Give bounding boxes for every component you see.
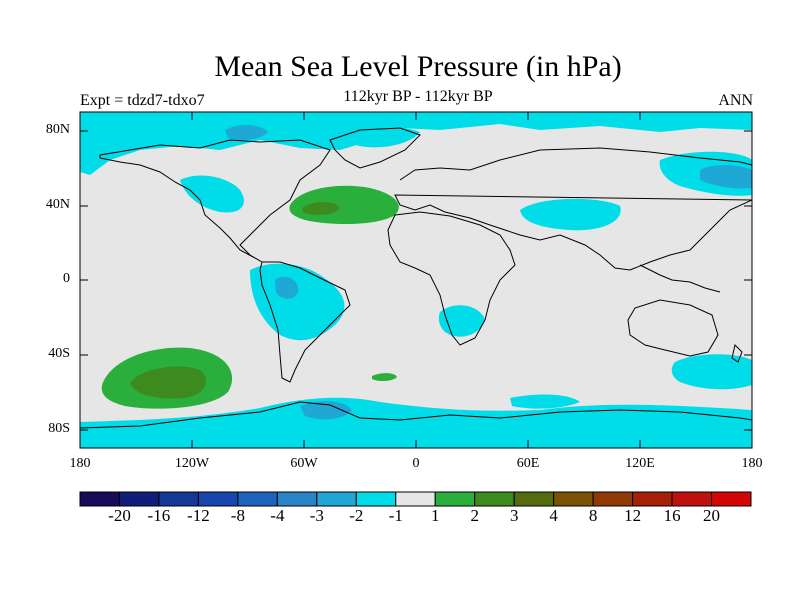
lon-tick-label: 60W (290, 456, 318, 471)
colorbar-swatch (237, 491, 278, 507)
colorbar-label: -8 (230, 506, 245, 525)
lon-tick-label: 180 (69, 456, 91, 471)
colorbar-label: 16 (663, 506, 681, 525)
indonesia-coast (639, 264, 721, 293)
new-zealand-coast (731, 344, 743, 363)
indian-southern-negative (510, 394, 580, 409)
pressure-anomaly-field (80, 112, 752, 448)
colorbar-swatch (671, 491, 713, 507)
lat-tick-label: 40S (48, 346, 70, 361)
north-america-negative-region (180, 175, 244, 213)
colorbar-label: 20 (703, 506, 720, 525)
colorbar-swatch (711, 491, 752, 507)
lon-tick-label: 60E (516, 456, 540, 471)
greenland-coast (329, 127, 421, 169)
colorbar-swatch (276, 491, 318, 507)
greenland-negative-region (320, 124, 420, 148)
map-title: Mean Sea Level Pressure (in hPa) (214, 50, 622, 83)
lat-tick-label: 0 (63, 271, 70, 286)
colorbar-swatch (79, 491, 120, 507)
season-label: ANN (718, 92, 753, 109)
colorbar-swatch (158, 491, 199, 507)
lat-tick-label: 80S (48, 421, 70, 436)
weddell-deep-negative (300, 401, 352, 420)
coastlines (80, 127, 752, 429)
colorbar-swatch (118, 491, 160, 507)
colorbar-label: 2 (470, 506, 479, 525)
eurasia-coast (394, 147, 752, 271)
south-pacific-strong-positive (130, 366, 206, 399)
colorbar-swatch (197, 491, 239, 507)
north-america-coast (99, 139, 331, 263)
colorbar-swatch (553, 491, 594, 507)
colorbar-label: 12 (624, 506, 642, 525)
tasman-negative-region (671, 354, 752, 390)
east-asia-deep-negative (700, 165, 752, 189)
africa-coast (387, 211, 516, 346)
colorbar-label: 4 (549, 506, 558, 525)
period-label: 112kyr BP - 112kyr BP (343, 88, 493, 105)
lon-tick-label: 0 (412, 456, 420, 471)
colorbar-swatch (632, 491, 673, 507)
lon-tick-label: 180 (741, 456, 763, 471)
lon-tick-label: 120W (174, 456, 210, 471)
colorbar-label: -3 (309, 506, 324, 525)
south-america-negative-region (250, 263, 345, 341)
antarctica-coast (80, 401, 752, 429)
australia-coast (627, 299, 719, 357)
south-america-coast (259, 261, 351, 383)
axis-ticks (80, 112, 752, 448)
colorbar-label: 1 (430, 506, 440, 525)
colorbar-label: 8 (588, 506, 598, 525)
experiment-label: Expt = tdzd7-tdxo7 (80, 92, 205, 109)
colorbar-swatch (434, 491, 476, 507)
colorbar-label: -1 (388, 506, 403, 525)
lon-tick-label: 120E (625, 456, 655, 471)
colorbar-label: -4 (270, 506, 285, 525)
colorbar-label: -16 (147, 506, 171, 525)
arctic-deep-negative (225, 124, 268, 140)
north-atlantic-strong-positive (302, 202, 340, 215)
south-atlantic-positive (372, 373, 397, 382)
colorbar-label: -12 (187, 506, 210, 525)
colorbar-swatch (474, 491, 515, 507)
colorbar (79, 491, 752, 507)
south-america-deep-negative (275, 276, 299, 299)
colorbar-swatch (395, 491, 436, 507)
central-asia-negative-region (520, 198, 621, 231)
antarctic-negative-region (80, 397, 752, 448)
colorbar-swatch (355, 491, 397, 507)
africa-negative-region (438, 305, 485, 337)
colorbar-swatch (513, 491, 555, 507)
colorbar-swatch (592, 491, 634, 507)
colorbar-swatch (316, 491, 357, 507)
lat-tick-label: 80N (45, 122, 70, 137)
colorbar-label: 3 (509, 506, 519, 525)
colorbar-label: -20 (108, 506, 131, 525)
colorbar-label: -2 (349, 506, 364, 525)
lat-tick-label: 40N (45, 197, 70, 212)
